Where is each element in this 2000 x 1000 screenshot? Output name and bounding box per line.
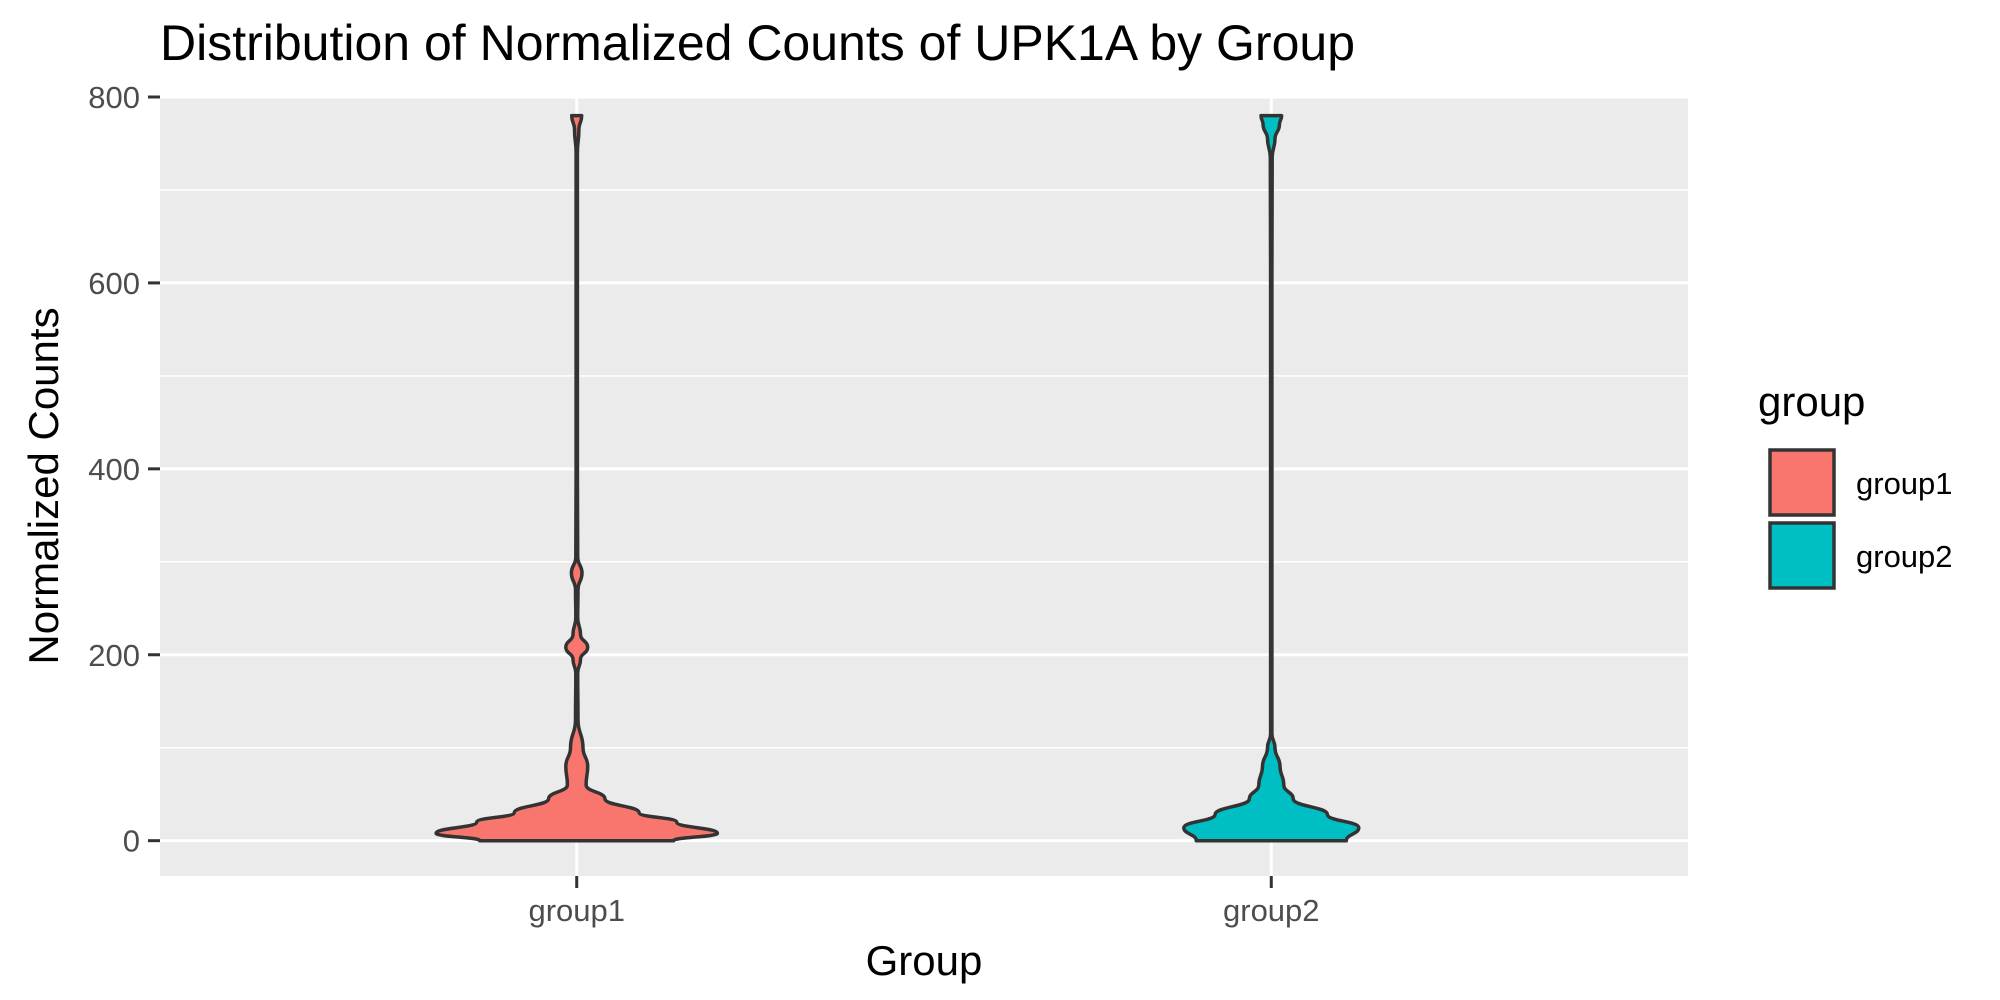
legend-title: group <box>1758 378 1865 425</box>
chart-title: Distribution of Normalized Counts of UPK… <box>160 15 1355 71</box>
y-tick-label: 200 <box>88 638 140 673</box>
axes: 0 200 400 600 800 group1 group2 <box>88 80 1319 928</box>
y-tick-label: 800 <box>88 80 140 115</box>
y-tick-label: 400 <box>88 452 140 487</box>
legend-label-group1: group1 <box>1856 466 1953 501</box>
violin-group1 <box>434 113 720 843</box>
legend-key-group1 <box>1768 448 1836 517</box>
y-tick-label: 0 <box>123 824 140 859</box>
plot-panel <box>160 97 1688 876</box>
violin-group2 <box>1182 113 1361 843</box>
violins <box>434 113 1361 843</box>
x-tick-label: group2 <box>1223 893 1320 928</box>
legend: group group1 group2 <box>1758 378 1953 590</box>
y-axis-title: Normalized Counts <box>20 307 67 664</box>
y-tick-label: 600 <box>88 266 140 301</box>
x-axis-title: Group <box>866 937 983 984</box>
legend-label-group2: group2 <box>1856 539 1953 574</box>
legend-key-group2 <box>1768 521 1836 590</box>
x-tick-label: group1 <box>528 893 625 928</box>
